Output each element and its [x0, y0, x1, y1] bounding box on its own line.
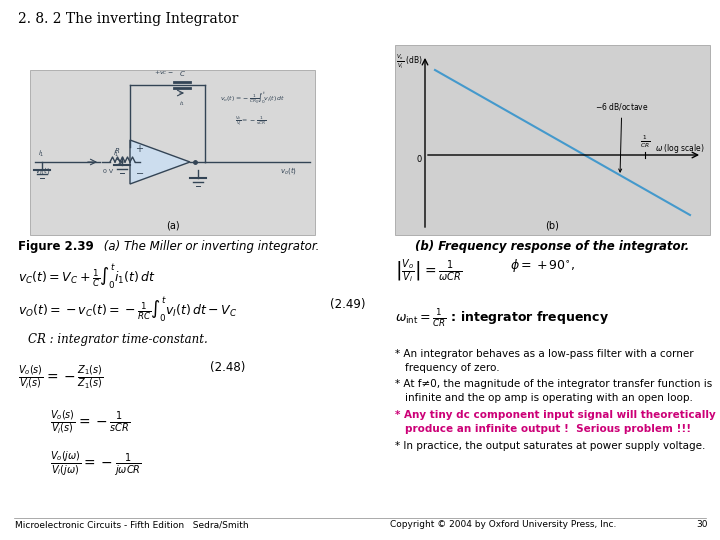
Text: $+$: $+$: [135, 144, 144, 154]
Text: 0: 0: [417, 155, 422, 164]
Text: CR : integrator time-constant.: CR : integrator time-constant.: [28, 333, 208, 346]
Bar: [30, 70, 315, 235]
Text: $\omega$ (log scale): $\omega$ (log scale): [655, 142, 705, 155]
Text: $\frac{V_o(j\omega)}{V_i(j\omega)} = -\frac{1}{j\omega CR}$: $\frac{V_o(j\omega)}{V_i(j\omega)} = -\f…: [50, 450, 142, 478]
Text: Figure 2.39: Figure 2.39: [18, 240, 94, 253]
Text: * An integrator behaves as a low-pass filter with a corner: * An integrator behaves as a low-pass fi…: [395, 349, 693, 359]
Text: Microelectronic Circuits - Fifth Edition   Sedra/Smith: Microelectronic Circuits - Fifth Edition…: [15, 520, 248, 529]
Text: (2.49): (2.49): [330, 298, 366, 311]
Text: $v_C(t) = V_C + \frac{1}{C}\int_0^t i_1(t)\,dt$: $v_C(t) = V_C + \frac{1}{C}\int_0^t i_1(…: [18, 262, 156, 291]
Text: frequency of zero.: frequency of zero.: [405, 363, 500, 373]
Text: (a) The Miller or inverting integrator.: (a) The Miller or inverting integrator.: [100, 240, 320, 253]
Text: R: R: [114, 148, 120, 154]
Text: $i_1$: $i_1$: [179, 99, 185, 108]
Text: * Any tiny dc component input signal will theoretically: * Any tiny dc component input signal wil…: [395, 410, 716, 420]
Text: $\left|\frac{V_o}{V_i}\right| = \frac{1}{\omega CR}$: $\left|\frac{V_o}{V_i}\right| = \frac{1}…: [395, 257, 462, 285]
Bar: [395, 45, 710, 235]
Text: infinite and the op amp is operating with an open loop.: infinite and the op amp is operating wit…: [405, 393, 693, 403]
Text: * In practice, the output saturates at power supply voltage.: * In practice, the output saturates at p…: [395, 441, 706, 451]
Text: (2.48): (2.48): [210, 361, 246, 374]
Text: $\frac{V_o(s)}{V_i(s)} = -\frac{Z_1(s)}{Z_1(s)}$: $\frac{V_o(s)}{V_i(s)} = -\frac{Z_1(s)}{…: [18, 363, 104, 391]
Text: (b) Frequency response of the integrator.: (b) Frequency response of the integrator…: [415, 240, 690, 253]
Text: $+v_C-$: $+v_C-$: [154, 68, 174, 77]
Text: 30: 30: [696, 520, 708, 529]
Text: (a): (a): [166, 220, 179, 230]
Text: $\frac{1}{CR}$: $\frac{1}{CR}$: [640, 133, 650, 150]
Text: $-$: $-$: [135, 167, 144, 177]
Text: $-6$ dB/octave: $-6$ dB/octave: [595, 102, 649, 172]
Text: $\frac{V_o(s)}{V_i(s)} = -\frac{1}{sCR}$: $\frac{V_o(s)}{V_i(s)} = -\frac{1}{sCR}$: [50, 408, 130, 436]
Text: $\frac{V_o}{V_i}$ (dB): $\frac{V_o}{V_i}$ (dB): [396, 53, 423, 71]
Text: 0 V: 0 V: [103, 169, 113, 174]
Text: Copyright © 2004 by Oxford University Press, Inc.: Copyright © 2004 by Oxford University Pr…: [390, 520, 616, 529]
Text: $v_o(t)=-\frac{1}{CR_0}\!\int_0^t\! v_i(t)\,dt$: $v_o(t)=-\frac{1}{CR_0}\!\int_0^t\! v_i(…: [220, 90, 285, 106]
Text: $\omega_{\rm int} = \frac{1}{CR}$ : integrator frequency: $\omega_{\rm int} = \frac{1}{CR}$ : inte…: [395, 307, 609, 329]
Text: C: C: [179, 71, 184, 77]
Text: $\phi = +90^{\circ},$: $\phi = +90^{\circ},$: [510, 257, 575, 274]
Text: $i_1$: $i_1$: [38, 149, 45, 159]
Text: (b): (b): [546, 220, 559, 230]
Text: * At f≠0, the magnitude of the integrator transfer function is: * At f≠0, the magnitude of the integrato…: [395, 379, 712, 389]
Text: $v_o(t)$: $v_o(t)$: [280, 165, 297, 176]
Text: $i_1$: $i_1$: [114, 149, 120, 159]
Text: produce an infinite output !  Serious problem !!!: produce an infinite output ! Serious pro…: [405, 424, 691, 434]
Text: $\frac{V_o}{V_i}=-\frac{1}{sCR}$: $\frac{V_o}{V_i}=-\frac{1}{sCR}$: [235, 115, 266, 128]
Text: $v_O(t) = -v_C(t) = -\frac{1}{RC}\int_0^t v_I(t)\,dt - V_C$: $v_O(t) = -v_C(t) = -\frac{1}{RC}\int_0^…: [18, 295, 238, 323]
Text: $v_i(t)$: $v_i(t)$: [35, 165, 50, 176]
Polygon shape: [130, 140, 190, 184]
Text: 2. 8. 2 The inverting Integrator: 2. 8. 2 The inverting Integrator: [18, 12, 238, 26]
